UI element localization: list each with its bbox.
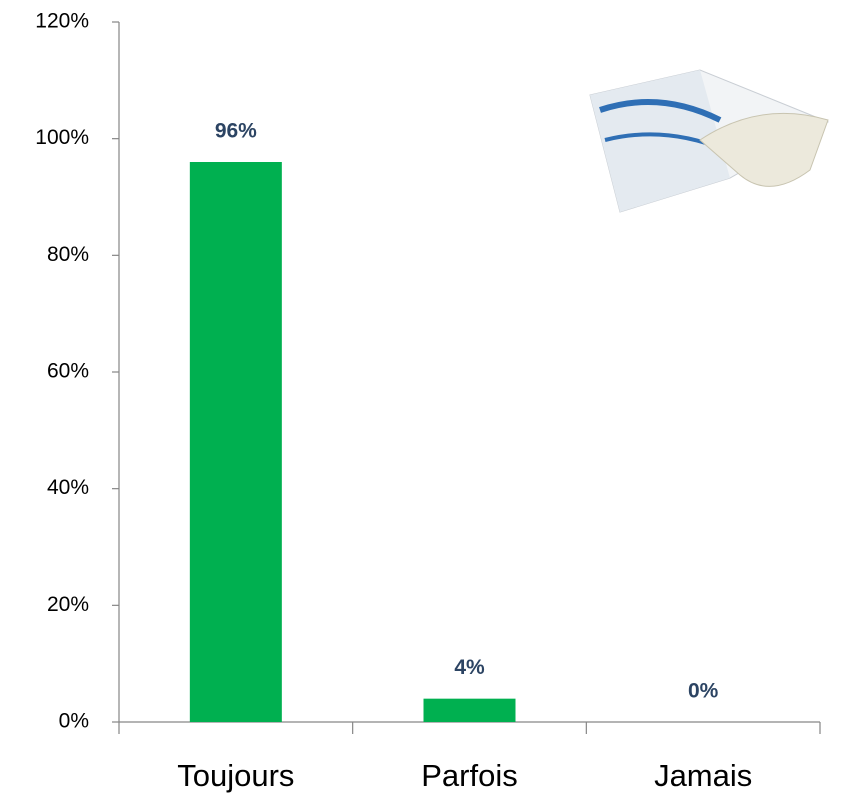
y-tick-label: 80%: [47, 243, 89, 266]
y-tick-label: 100%: [35, 126, 89, 149]
glove-box-image: [589, 69, 830, 213]
y-tick-label: 60%: [47, 360, 89, 383]
bar: [189, 162, 282, 722]
value-label: 0%: [688, 680, 719, 703]
x-tick-label: Parfois: [421, 758, 517, 793]
bar: [423, 698, 516, 722]
y-tick-label: 40%: [47, 476, 89, 499]
y-tick-label: 0%: [59, 710, 89, 733]
value-label: 96%: [215, 120, 257, 143]
x-tick-label: Jamais: [654, 758, 752, 793]
value-label: 4%: [454, 656, 485, 679]
y-tick-label: 20%: [47, 593, 89, 616]
x-tick-label: Toujours: [177, 758, 294, 793]
y-tick-label: 120%: [35, 10, 89, 33]
